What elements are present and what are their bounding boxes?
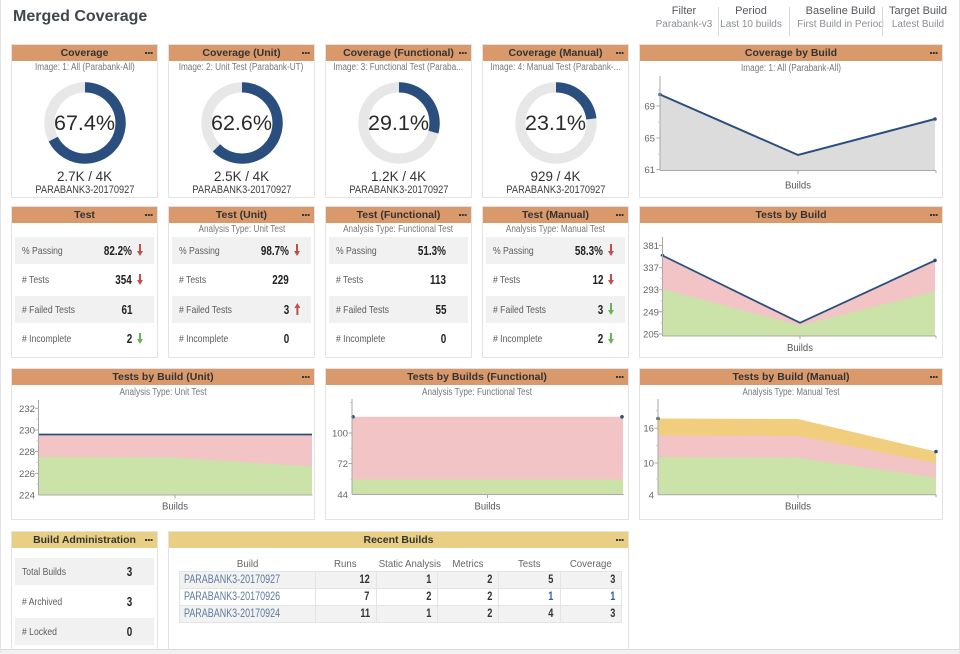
svg-text:69: 69 (644, 102, 655, 113)
svg-text:4: 4 (649, 490, 655, 501)
svg-text:72: 72 (337, 459, 348, 470)
svg-text:16: 16 (643, 424, 654, 435)
svg-text:Builds: Builds (787, 342, 813, 354)
svg-text:Analysis Type: Manual Test: Analysis Type: Manual Test (743, 387, 840, 398)
svg-text:Image: 1: All (Parabank-All): Image: 1: All (Parabank-All) (741, 63, 841, 74)
svg-text:Analysis Type: Unit Test: Analysis Type: Unit Test (120, 387, 207, 398)
svg-text:226: 226 (19, 469, 35, 480)
svg-text:65: 65 (644, 134, 655, 145)
svg-text:224: 224 (19, 491, 36, 502)
svg-text:44: 44 (337, 490, 348, 501)
svg-text:205: 205 (643, 329, 659, 340)
svg-text:381: 381 (643, 241, 659, 252)
svg-text:249: 249 (643, 307, 659, 318)
svg-text:293: 293 (643, 285, 659, 296)
svg-text:Builds: Builds (475, 501, 501, 513)
svg-text:Builds: Builds (162, 501, 188, 513)
svg-text:232: 232 (19, 404, 35, 415)
svg-text:337: 337 (643, 263, 659, 274)
svg-text:Builds: Builds (785, 501, 811, 513)
svg-text:228: 228 (19, 447, 35, 458)
svg-text:Builds: Builds (785, 180, 811, 192)
svg-text:61: 61 (644, 165, 655, 176)
svg-text:10: 10 (643, 459, 654, 470)
svg-text:230: 230 (19, 426, 35, 437)
svg-text:Analysis Type: Functional Test: Analysis Type: Functional Test (422, 387, 532, 398)
svg-text:100: 100 (332, 429, 348, 440)
